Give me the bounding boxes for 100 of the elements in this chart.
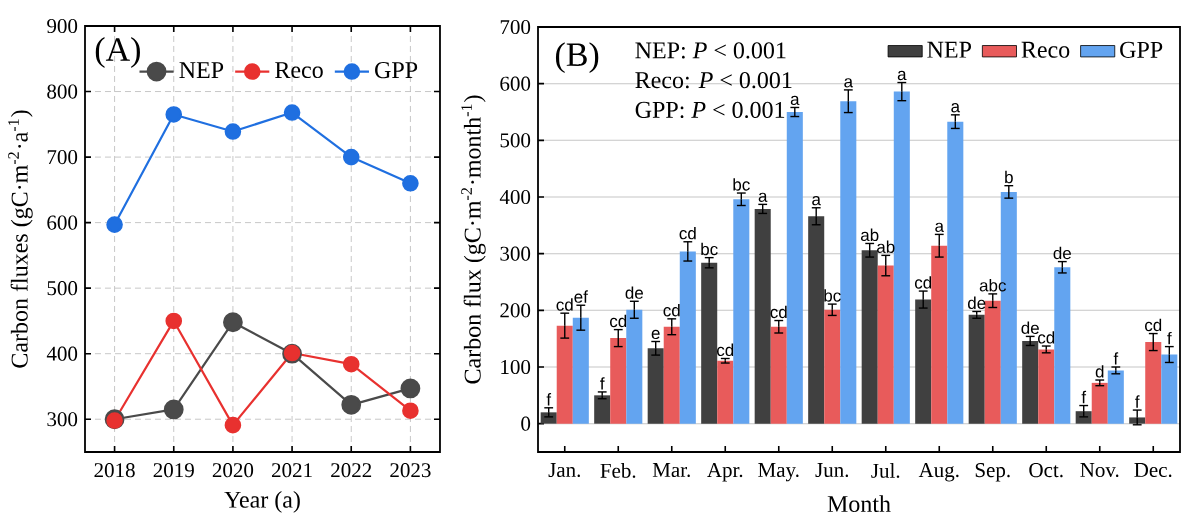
y-tick-label: 0 (521, 416, 531, 431)
data-label: ef (574, 290, 588, 303)
bar (1091, 382, 1108, 424)
x-tick-label: Jul. (871, 463, 900, 478)
data-label: cd (1038, 331, 1055, 344)
point (400, 378, 421, 399)
point (342, 148, 360, 166)
bar (647, 348, 664, 424)
y-tick-label: 800 (47, 84, 78, 99)
point (224, 123, 242, 140)
bar (808, 216, 825, 424)
y-tick-label: 700 (500, 19, 531, 35)
bar (1022, 340, 1039, 424)
data-label: de (625, 286, 643, 299)
bar (1129, 417, 1146, 424)
data-label: b (1005, 170, 1013, 184)
y-tick-label: 200 (500, 303, 531, 318)
y-tick-label: 400 (46, 346, 78, 361)
x-tick-label: 2019 (153, 463, 194, 478)
data-label: f (600, 377, 605, 390)
point (163, 399, 184, 420)
point (165, 312, 183, 330)
x-axis-title: Year (a) (224, 490, 300, 513)
data-label: bc (733, 178, 750, 191)
legend-label: GPP (375, 62, 418, 79)
bar (968, 314, 985, 424)
bar (610, 338, 627, 424)
y-tick-label: 300 (47, 412, 78, 427)
y-tick-label: 100 (501, 359, 531, 375)
x-tick-label: Feb. (600, 463, 636, 478)
data-label: bc (824, 289, 841, 302)
data-label: de (1053, 246, 1071, 260)
bar (663, 326, 680, 424)
data-label: f (1113, 352, 1119, 365)
y-tick-label: 900 (47, 18, 78, 34)
y-tick-label: 600 (47, 215, 78, 230)
y-tick-label: 500 (47, 281, 78, 296)
point (223, 312, 243, 333)
bar (931, 245, 948, 424)
legend-label: NEP (927, 41, 971, 58)
data-label: bc (701, 242, 718, 256)
legend-label: NEP (179, 62, 224, 78)
annotation: NEP: P < 0.001 (635, 42, 786, 59)
bar (754, 208, 771, 424)
x-tick-label: Oct. (1029, 463, 1063, 478)
x-tick-label: Sep. (975, 463, 1010, 482)
x-tick-label: 2021 (271, 463, 312, 478)
x-tick-label: Aug. (918, 463, 959, 482)
annotation: Reco: P < 0.001 (635, 72, 792, 89)
data-label: cd (556, 298, 573, 311)
bar (679, 251, 696, 424)
bar (594, 395, 611, 424)
data-label: a (758, 192, 768, 202)
bar (947, 121, 964, 424)
bar (1145, 342, 1162, 424)
x-tick-label: 2020 (212, 463, 254, 478)
data-label: de (967, 296, 986, 310)
data-label: e (651, 329, 660, 340)
data-label: ab (860, 228, 879, 242)
legend-label: Reco (1021, 41, 1070, 58)
bar (556, 325, 573, 424)
bar (1161, 354, 1178, 424)
x-tick-label: Apr. (707, 463, 743, 482)
annotation: (A) (95, 37, 140, 68)
data-label: d (1095, 365, 1104, 378)
data-label: de (1021, 321, 1039, 334)
data-label: f (1167, 331, 1172, 345)
data-label: a (897, 70, 907, 81)
x-tick-label: 2023 (390, 463, 431, 478)
y-tick-label: 600 (500, 76, 531, 91)
x-tick-label: Jun. (815, 463, 849, 478)
data-label: f (1081, 390, 1087, 404)
bar (824, 309, 841, 424)
data-label: a (844, 78, 854, 88)
data-label: cd (914, 276, 932, 289)
point (165, 106, 183, 123)
x-tick-label: Mar. (652, 463, 690, 478)
bar (770, 326, 787, 424)
bar (701, 262, 718, 424)
bar (1038, 349, 1055, 424)
data-label: cd (663, 303, 680, 317)
bar (984, 300, 1001, 424)
bar (915, 299, 932, 424)
y-tick-label: 300 (500, 246, 531, 261)
data-label: cd (770, 305, 787, 319)
bar (733, 199, 750, 424)
y-tick-label: 500 (500, 133, 531, 148)
data-label: a (951, 103, 961, 113)
data-label: f (1135, 395, 1140, 408)
y-axis-title: Carbon fluxes (gC·m$^{-2}$·a$^{-1}$) (8, 110, 33, 368)
data-label: f (546, 393, 552, 406)
annotation: GPP: P < 0.001 (635, 101, 785, 119)
point (283, 104, 301, 121)
y-tick-label: 700 (47, 150, 78, 165)
bar (717, 360, 734, 424)
bar (572, 317, 589, 424)
data-label: a (790, 95, 800, 106)
point (106, 216, 123, 233)
point (342, 355, 360, 373)
point (402, 174, 419, 192)
